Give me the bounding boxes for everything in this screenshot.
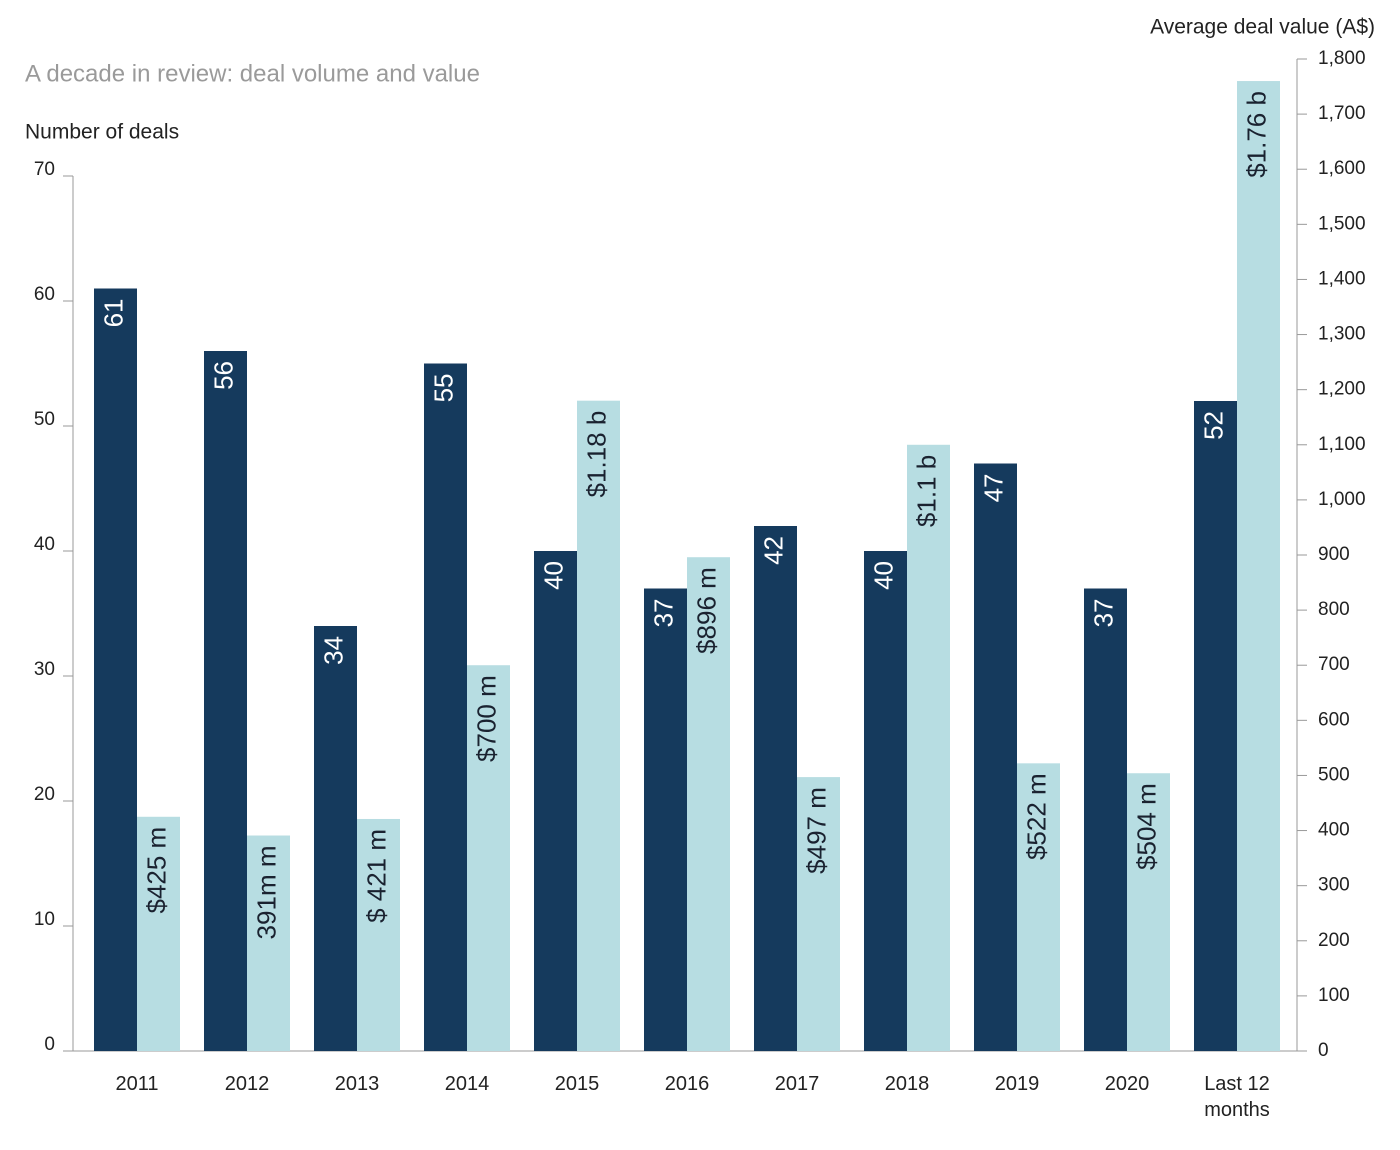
bar xyxy=(1084,588,1127,1051)
bar xyxy=(1017,763,1060,1051)
y2-tick-label: 1,000 xyxy=(1318,489,1366,510)
bar xyxy=(974,463,1017,1051)
y2-tick-label: 100 xyxy=(1318,985,1350,1006)
y2-tick-label: 0 xyxy=(1318,1040,1329,1061)
y2-tick-label: 1,300 xyxy=(1318,324,1366,345)
value-label: 34 xyxy=(318,636,348,665)
value-label: 47 xyxy=(978,474,1008,503)
x-tick-label: 2012 xyxy=(224,1073,270,1095)
chart-title: A decade in review: deal volume and valu… xyxy=(25,60,480,87)
value-label: 55 xyxy=(428,374,458,403)
y2-tick-label: 1,100 xyxy=(1318,434,1366,455)
y2-tick-label: 1,800 xyxy=(1318,48,1366,69)
y2-tick-label: 1,600 xyxy=(1318,158,1366,179)
bar xyxy=(797,777,840,1051)
bar xyxy=(137,816,180,1051)
bar xyxy=(204,351,247,1051)
y2-tick-label: 700 xyxy=(1318,654,1350,675)
x-tick-label: 2011 xyxy=(115,1073,159,1095)
y-tick-label: 0 xyxy=(44,1034,55,1055)
bar xyxy=(907,444,950,1051)
bar xyxy=(534,551,577,1051)
y-tick-label: 40 xyxy=(34,534,55,555)
x-tick-label: 2019 xyxy=(994,1073,1040,1095)
x-tick-label: 2016 xyxy=(664,1073,710,1095)
value-label: 52 xyxy=(1198,411,1228,440)
bar xyxy=(94,288,137,1051)
y-tick-label: 70 xyxy=(34,159,55,180)
value-label: 40 xyxy=(868,561,898,590)
bar xyxy=(1194,401,1237,1051)
y2-tick-label: 1,500 xyxy=(1318,213,1366,234)
value-label: $1.18 b xyxy=(581,411,611,498)
y-tick-label: 20 xyxy=(34,784,55,805)
x-tick-label: 2017 xyxy=(774,1073,820,1095)
value-label: $1.76 b xyxy=(1241,91,1271,178)
y2-tick-label: 500 xyxy=(1318,764,1350,785)
y2-tick-label: 1,700 xyxy=(1318,103,1366,124)
y2-tick-label: 600 xyxy=(1318,709,1350,730)
x-tick-label: 2014 xyxy=(444,1073,490,1095)
bar xyxy=(424,363,467,1051)
bar xyxy=(644,588,687,1051)
x-tick-label: 2015 xyxy=(554,1073,600,1095)
value-label: 37 xyxy=(648,599,678,628)
value-label: 40 xyxy=(538,561,568,590)
value-label: $504 m xyxy=(1131,783,1161,870)
x-tick-label: Last 12 months xyxy=(1204,1073,1270,1121)
value-label: $522 m xyxy=(1021,773,1051,860)
x-tick-label: 2018 xyxy=(884,1073,930,1095)
y2-tick-label: 1,400 xyxy=(1318,268,1366,289)
y-tick-label: 10 xyxy=(34,909,55,930)
x-tick-label: 2020 xyxy=(1104,1073,1150,1095)
y2-tick-label: 300 xyxy=(1318,875,1350,896)
value-label: 42 xyxy=(758,536,788,565)
bar xyxy=(864,551,907,1051)
y-tick-label: 50 xyxy=(34,409,55,430)
bar xyxy=(1237,81,1280,1052)
bar xyxy=(1127,773,1170,1051)
bar xyxy=(577,400,620,1051)
y2-tick-label: 400 xyxy=(1318,820,1350,841)
value-label: 56 xyxy=(208,361,238,390)
bar xyxy=(467,665,510,1051)
y2-axis-label: Average deal value (A$) xyxy=(1150,16,1375,39)
value-label: $1.1 b xyxy=(911,455,941,527)
bar xyxy=(314,626,357,1051)
value-label: $700 m xyxy=(471,675,501,762)
y2-tick-label: 1,200 xyxy=(1318,379,1366,400)
y-axis-label: Number of deals xyxy=(25,121,179,144)
y2-tick-label: 200 xyxy=(1318,930,1350,951)
value-label: $896 m xyxy=(691,567,721,654)
value-label: $ 421 m xyxy=(361,829,391,923)
value-label: $425 m xyxy=(141,827,171,914)
bar xyxy=(687,557,730,1051)
y-tick-label: 60 xyxy=(34,284,55,305)
value-label: $497 m xyxy=(801,787,831,874)
y-tick-label: 30 xyxy=(34,659,55,680)
value-label: 391m m xyxy=(251,846,281,940)
value-label: 61 xyxy=(98,299,128,328)
bar xyxy=(357,818,400,1051)
value-label: 37 xyxy=(1088,599,1118,628)
y2-tick-label: 900 xyxy=(1318,544,1350,565)
y2-tick-label: 800 xyxy=(1318,599,1350,620)
bar xyxy=(754,526,797,1051)
x-tick-label: 2013 xyxy=(334,1073,380,1095)
bar xyxy=(247,835,290,1051)
